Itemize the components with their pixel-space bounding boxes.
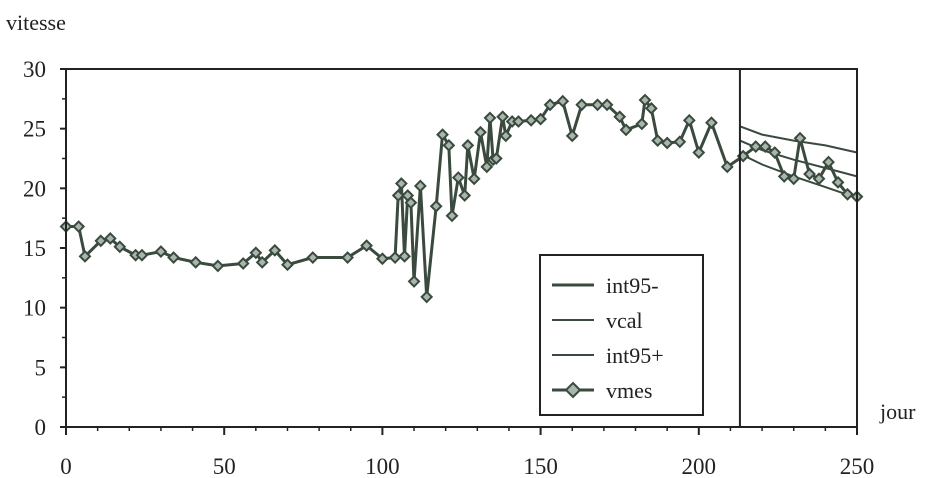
data-point-marker [135,248,149,262]
data-point-marker [249,246,263,260]
data-point-marker [94,234,108,248]
data-point-marker [644,101,658,115]
data-point-marker [822,155,835,169]
x-tick-label: 200 [682,454,717,478]
data-point-marker [255,255,269,269]
data-point-marker [758,140,772,153]
data-point-marker [591,98,604,112]
data-point-marker [268,243,282,257]
y-tick-label: 5 [35,355,47,380]
data-point-marker [391,189,405,202]
data-point-marker [692,146,706,159]
data-point-marker [407,274,421,288]
data-point-marker [236,257,250,270]
data-point-marker [72,220,86,233]
data-point-marker [306,251,320,264]
data-point-marker [445,209,459,223]
data-point-marker [480,160,494,174]
data-point-marker [524,113,538,127]
data-point-marker [619,123,633,137]
data-point-marker [512,115,525,128]
data-point-marker [831,175,845,189]
measured-series [59,93,864,304]
data-point-marker [78,249,92,263]
x-tick-label: 0 [60,454,72,478]
data-point-marker [705,116,718,130]
x-axis-title: jour [879,399,916,424]
data-point-marker [167,251,180,264]
y-tick-label: 20 [23,176,46,201]
data-point-marker [496,110,510,124]
data-point-marker [154,245,168,258]
data-point-marker [543,98,557,112]
x-tick-label: 50 [213,454,236,478]
data-point-marker [211,259,225,273]
data-point-marker [360,239,373,253]
data-point-marker [841,187,854,201]
data-point-marker [575,98,589,112]
data-point-marker [113,240,127,254]
y-tick-label: 15 [23,236,46,261]
data-point-marker [474,125,487,139]
data-point-marker [467,172,481,186]
data-point-marker [651,134,665,148]
data-point-marker [489,152,503,165]
data-point-marker [600,98,614,112]
legend-diamond-icon [564,381,582,399]
data-point-marker [388,251,402,264]
legend-label-vcal: vcal [606,308,643,333]
legend-label-vmes: vmes [606,378,652,403]
data-point-marker [777,169,791,183]
y-tick-label: 0 [35,415,47,440]
data-point-marker [375,252,389,266]
data-point-marker [420,290,434,304]
data-point-marker [458,189,472,202]
legend-label-int95-plus: int95+ [606,343,664,368]
data-point-marker [720,160,734,174]
ticks-layer: 0 5 10 15 20 25 30 0 50 100 150 200 250 [23,57,874,478]
data-point-marker [793,131,807,145]
legend-label-int95-minus: int95- [606,273,659,298]
data-point-marker [394,177,408,190]
y-tick-label: 30 [23,57,46,82]
data-point-marker [436,128,449,142]
data-point-marker [635,117,649,131]
data-point-marker [451,171,465,185]
data-point-marker [404,196,418,210]
data-point-marker [429,199,443,213]
data-point-marker [281,258,294,272]
data-point-marker [534,112,548,126]
data-point-marker [638,93,652,107]
plot-area-frame [65,68,858,428]
y-tick-label: 10 [23,296,46,321]
data-point-marker [413,179,427,193]
x-tick-label: 250 [840,454,875,478]
data-point-marker [749,140,763,153]
data-point-marker [673,135,687,149]
data-point-marker [803,167,816,181]
data-point-marker [341,251,355,264]
data-point-marker [613,110,627,124]
data-point-marker [682,113,696,127]
data-point-marker [768,146,782,159]
data-point-marker [461,138,475,152]
y-tick-label: 25 [23,117,46,142]
x-tick-label: 150 [523,454,558,478]
data-point-marker [812,172,826,186]
data-point-marker [499,129,513,143]
data-point-marker [565,129,579,143]
data-point-marker [189,255,203,269]
series-line-int95- [739,125,858,154]
data-point-marker [660,136,674,150]
data-point-marker [103,232,117,245]
data-point-marker [787,172,801,186]
data-point-marker [398,249,411,263]
legend: int95- vcal int95+ vmes [539,254,704,416]
data-point-marker [556,94,570,108]
data-point-marker [483,111,497,125]
y-axis-title: vitesse [6,10,66,35]
x-tick-label: 100 [365,454,400,478]
data-point-marker [442,138,456,152]
